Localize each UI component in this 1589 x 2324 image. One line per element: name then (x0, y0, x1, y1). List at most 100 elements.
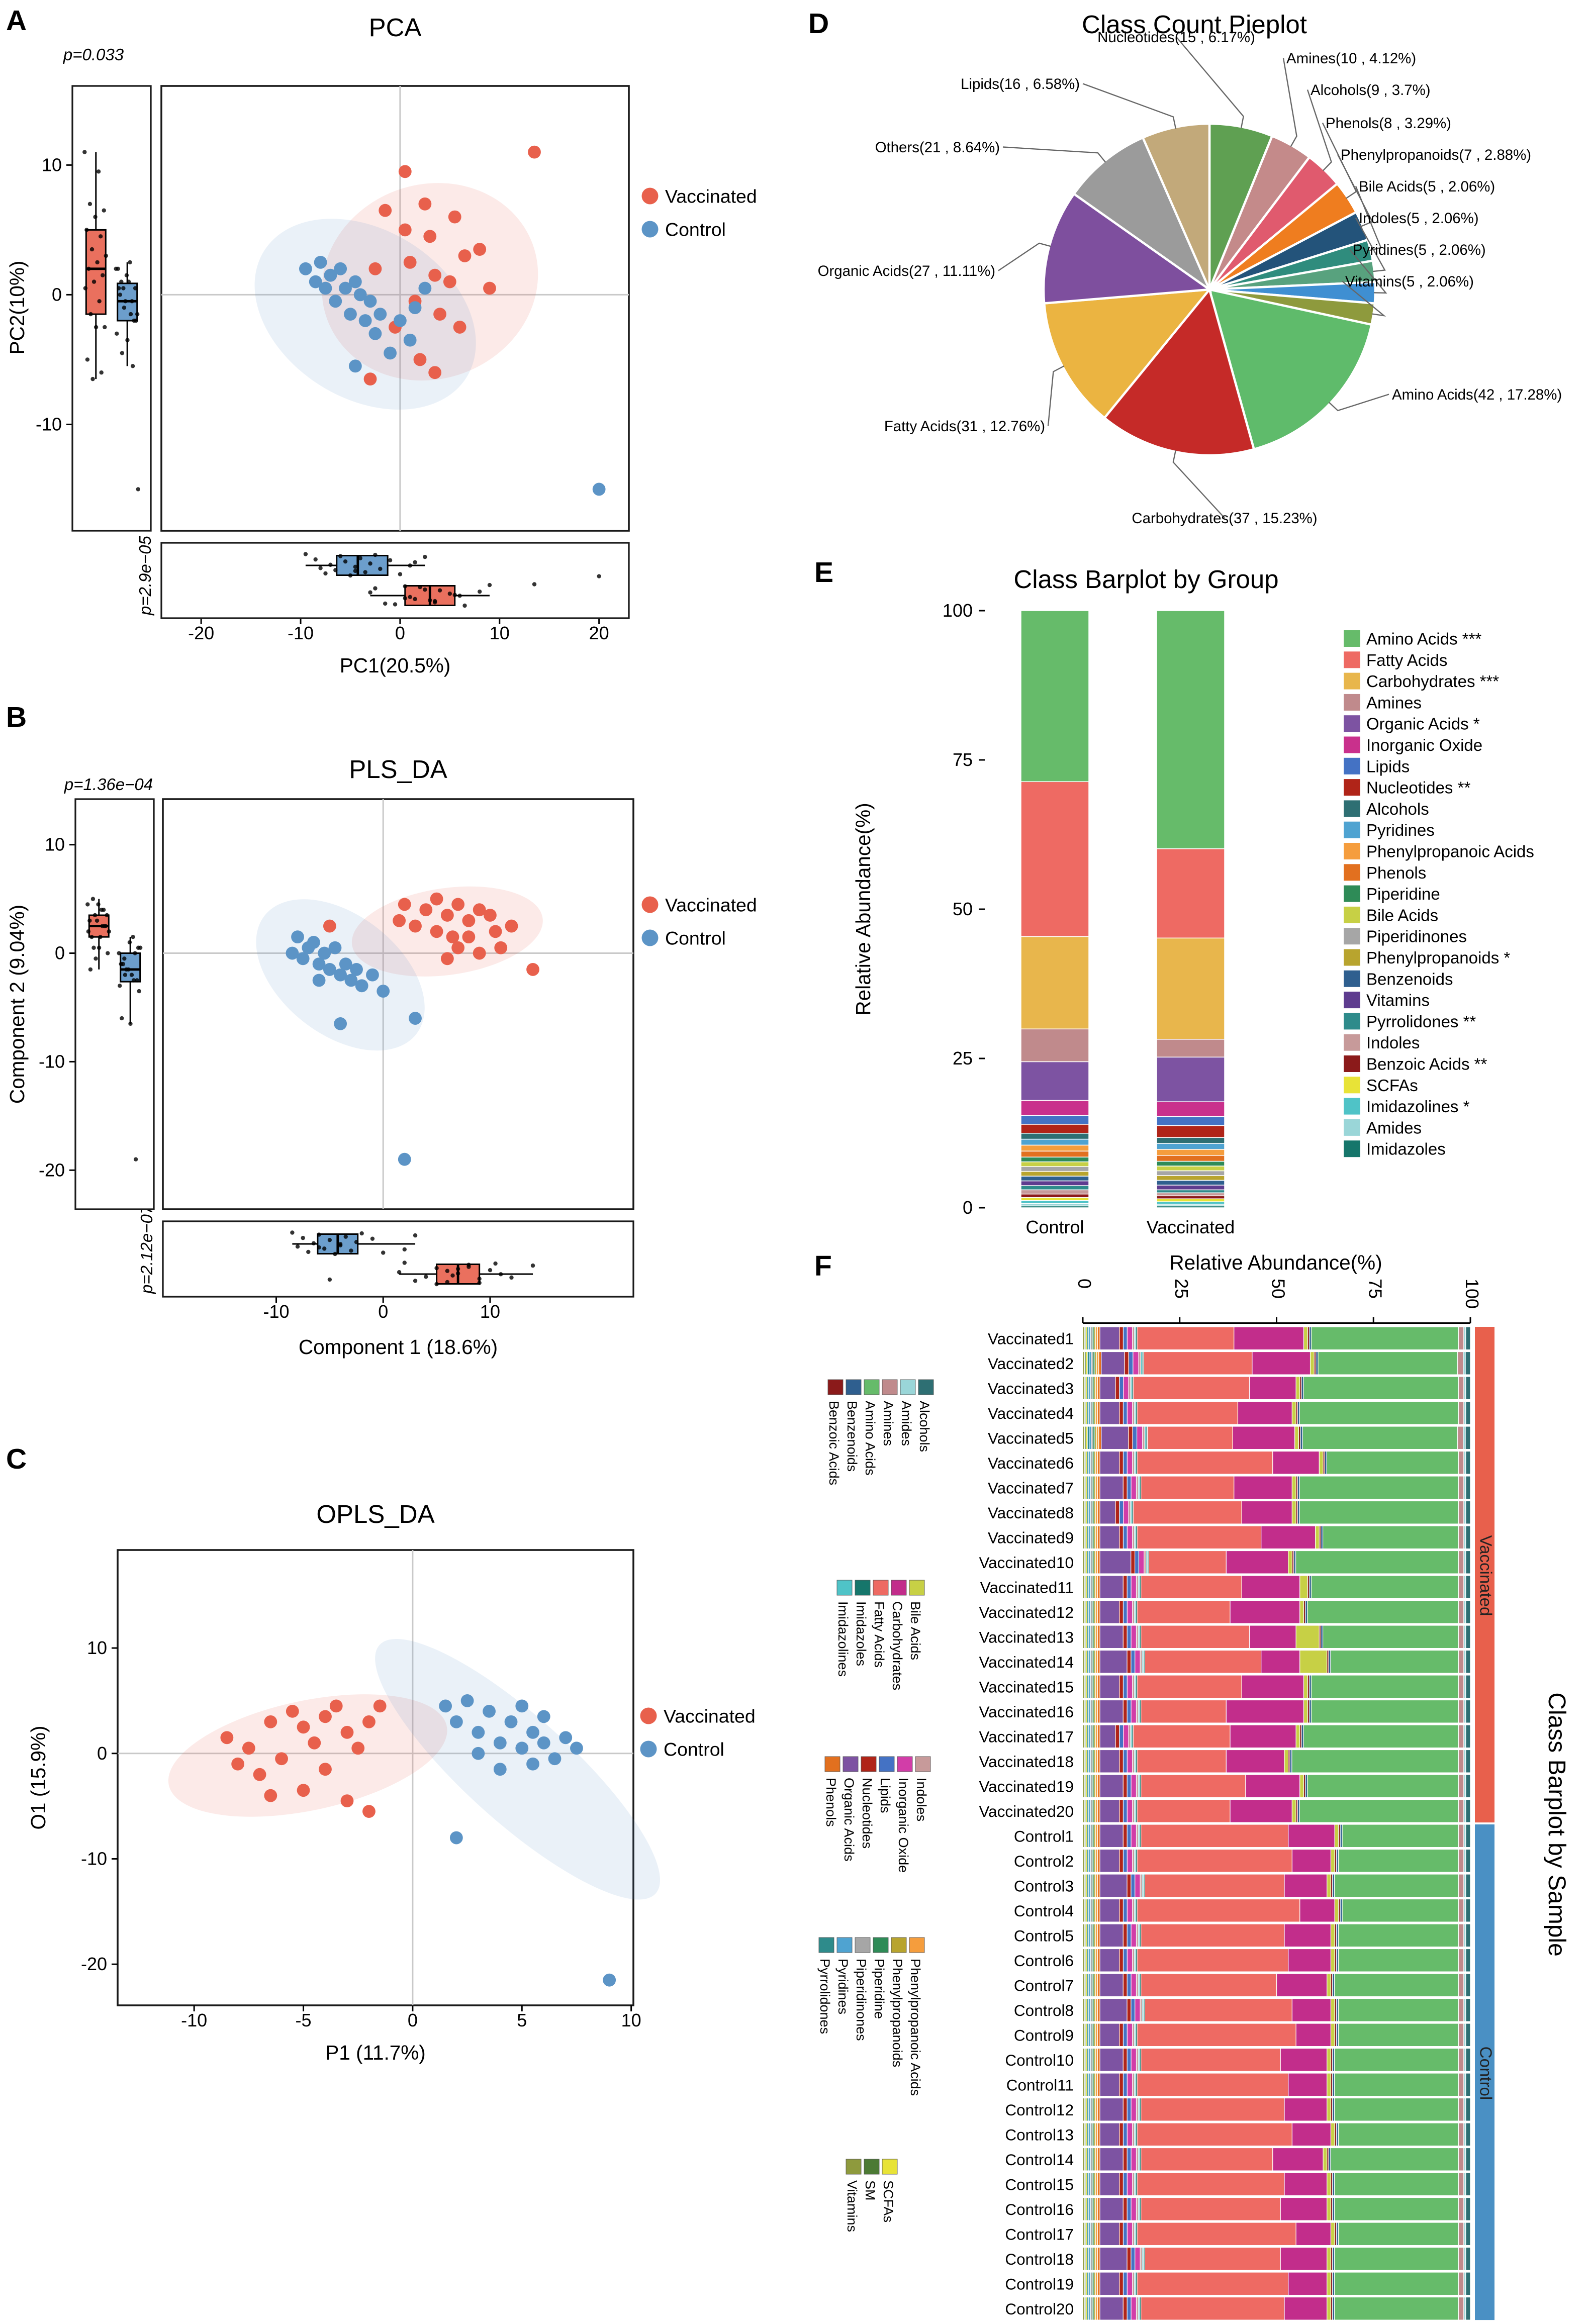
panel-c-x-label: P1 (11.7%) (325, 2041, 426, 2064)
stack-segment (1137, 2222, 1296, 2246)
jitter-point (116, 266, 120, 271)
legend-label: Benzenoids (1366, 970, 1453, 988)
legend-swatch (873, 1937, 889, 1953)
group-band-label: Control (1477, 2047, 1495, 2100)
scatter-point (264, 1789, 277, 1802)
stack-segment (1299, 1650, 1328, 1674)
stack-segment (1097, 1749, 1100, 1773)
jitter-point (487, 583, 492, 588)
scatter-point (403, 256, 417, 269)
stack-segment (1123, 2222, 1128, 2246)
jitter-point (137, 989, 141, 994)
scatter-point (423, 230, 437, 243)
stack-segment (1099, 1550, 1132, 1574)
scatter-point (242, 1741, 255, 1755)
scatter-point (286, 1704, 299, 1718)
stack-segment (1142, 1426, 1145, 1450)
stack-segment (1458, 1550, 1464, 1574)
stack-segment (1284, 1874, 1328, 1898)
legend-label: Vitamins (845, 2180, 860, 2232)
legend-label: SM (863, 2180, 878, 2201)
stack-segment (1131, 1998, 1136, 2022)
marginal-frame (160, 542, 630, 619)
legend-dot (641, 221, 659, 238)
scatter-point (358, 314, 372, 327)
panel-a-plot: -20 -10 0 10 20 10 0 -10 Vaccinated Control (36, 85, 757, 643)
stack-segment (1241, 1575, 1300, 1599)
jitter-point (423, 554, 427, 559)
sample-label: Control16 (1005, 2200, 1074, 2218)
stack-segment (1458, 2122, 1464, 2147)
stack-segment (1097, 2073, 1100, 2097)
stack-segment (1097, 1724, 1100, 1749)
stack-segment (1131, 2097, 1137, 2121)
stack-segment (1141, 1923, 1285, 1948)
scatter-point (340, 1794, 354, 1808)
stack-segment (1156, 1175, 1225, 1181)
stack-segment (1123, 1476, 1128, 1500)
stack-segment (1141, 1699, 1227, 1723)
jitter-point (381, 1250, 386, 1255)
pie-slice-label: Indoles(5 , 2.06%) (1359, 210, 1479, 227)
stack-segment (1156, 1137, 1225, 1144)
stack-segment (1127, 2222, 1133, 2246)
jitter-point (373, 586, 378, 591)
stack-segment (1338, 1923, 1459, 1948)
stack-segment (1156, 1039, 1225, 1058)
stack-segment (1097, 1600, 1100, 1624)
stack-segment (1099, 1476, 1124, 1500)
stack-segment (1097, 2048, 1100, 2072)
stack-segment (1311, 1675, 1459, 1699)
stack-segment (1128, 1426, 1133, 1450)
scatter-point (460, 1694, 474, 1707)
y-tick-label: 25 (953, 1048, 973, 1069)
stack-segment (1123, 1824, 1128, 1848)
jitter-point (95, 918, 100, 923)
legend-swatch (846, 2159, 862, 2175)
stack-segment (1141, 2296, 1285, 2320)
stack-segment (1330, 2222, 1335, 2246)
jitter-point (343, 559, 348, 564)
jitter-point (122, 956, 127, 961)
stack-segment (1299, 1898, 1335, 1922)
stack-segment (1131, 1625, 1137, 1649)
panel-f-letter: F (814, 1250, 832, 1282)
sample-label: Vaccinated12 (979, 1603, 1074, 1621)
jitter-point (393, 602, 398, 607)
stack-segment (1226, 1550, 1289, 1574)
jitter-point (413, 1233, 418, 1238)
stack-segment (1131, 2048, 1137, 2072)
stack-segment (1226, 1749, 1285, 1773)
stack-segment (1127, 1476, 1132, 1500)
pie-leader-line (998, 242, 1051, 271)
jitter-point (455, 1271, 460, 1276)
stack-segment (1291, 1749, 1459, 1773)
y-tick-label: 10 (87, 1637, 107, 1658)
stack-segment (1465, 2048, 1471, 2072)
legend-label: Bile Acids (908, 1601, 923, 1660)
jitter-point (95, 260, 100, 265)
jitter-point (349, 1248, 353, 1253)
stack-segment (1327, 2172, 1332, 2196)
scatter-point (368, 262, 382, 275)
scatter-point (318, 946, 331, 960)
stack-segment (1020, 1124, 1089, 1134)
stack-segment (1127, 1998, 1132, 2022)
stack-segment (1458, 1650, 1464, 1674)
stack-segment (1089, 1426, 1092, 1450)
stack-segment (1131, 2147, 1137, 2171)
legend-label: Organic Acids * (1366, 715, 1480, 733)
jitter-point (130, 299, 134, 304)
stack-segment (1458, 1749, 1464, 1773)
stack-segment (1276, 1973, 1328, 1997)
legend-label: Imidazolines * (1366, 1097, 1470, 1116)
stack-segment (1458, 1824, 1464, 1848)
legend-label: Vaccinated (664, 1706, 756, 1727)
stack-segment (1119, 1326, 1124, 1350)
legend-label: Vaccinated (665, 895, 757, 916)
legend-swatch (824, 1756, 840, 1772)
stack-segment (1099, 1600, 1120, 1624)
legend-label: Piperidine (872, 1959, 887, 2019)
legend-label: Benzoic Acids (826, 1401, 842, 1485)
stack-segment (1141, 2197, 1281, 2221)
